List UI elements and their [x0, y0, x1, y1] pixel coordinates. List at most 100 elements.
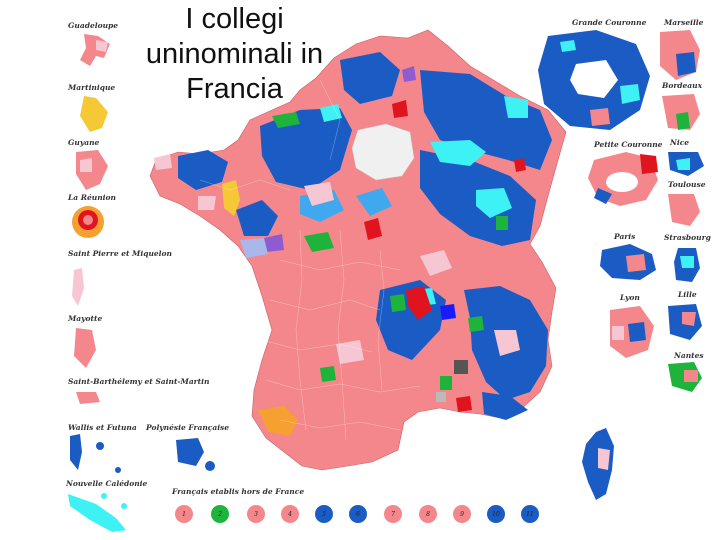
strasbourg-cyan: [680, 256, 694, 268]
corsica-pink: [598, 448, 610, 470]
region-green-3: [320, 366, 336, 382]
legend-label: 11: [526, 511, 534, 518]
region-pink-1: [304, 182, 334, 206]
legend-marker: [453, 505, 471, 523]
legend-marker: [419, 505, 437, 523]
title-line: I collegi: [185, 3, 284, 35]
inset-label: Mayotte: [67, 314, 102, 323]
saint-barthelemy-shape: [76, 392, 100, 404]
region-blue-west: [236, 200, 278, 236]
inset-label: Guadeloupe: [68, 21, 118, 30]
inset-label: Nice: [669, 138, 689, 147]
inset-label: Nouvelle Calédonie: [65, 479, 148, 488]
nantes-pink: [684, 370, 698, 382]
region-purple-1: [264, 234, 284, 252]
grande-couronne-cyan-2: [560, 40, 576, 52]
inset-label: Marseille: [663, 18, 704, 27]
legend-label: 1: [182, 511, 186, 518]
region-red-5: [514, 158, 526, 172]
lyon-pink: [612, 326, 624, 340]
region-cyan-east: [430, 140, 486, 166]
inset-label: Bordeaux: [661, 81, 703, 90]
legend-label: 4: [287, 511, 292, 518]
region-cyan-north: [320, 104, 342, 122]
legend-marker: [175, 505, 193, 523]
caledonie-island-2: [121, 503, 127, 509]
region-green-2: [390, 294, 406, 312]
region-paris: [351, 123, 415, 181]
legend-marker: [247, 505, 265, 523]
grande-couronne-pink: [590, 108, 610, 126]
region-pink-3: [336, 340, 364, 364]
region-darkgrey: [454, 360, 468, 374]
lille-pink: [682, 312, 696, 326]
region-green-1: [304, 232, 334, 252]
title-line: uninominali in: [145, 38, 324, 70]
region-blue-southeast: [482, 392, 528, 420]
wallis-shape: [70, 434, 82, 470]
caledonie-island: [101, 493, 107, 499]
polynesie-island: [205, 461, 215, 471]
marseille-blue: [676, 52, 696, 76]
inset-label: Polynésie Française: [145, 423, 229, 432]
inset-label: Strasbourg: [664, 233, 711, 242]
legend-label: 5: [322, 511, 326, 518]
inset-label: Lille: [677, 290, 697, 299]
region-lightgrey: [436, 392, 446, 402]
region-pink-4: [494, 330, 520, 356]
reunion-part-2: [83, 215, 93, 225]
region-purple-2: [402, 66, 416, 82]
inset-label: Petite Couronne: [593, 140, 663, 149]
legend-label: 7: [391, 511, 395, 518]
petite-couronne-red: [640, 154, 658, 174]
title-line: Francia: [186, 73, 283, 105]
page-title: I collegi uninominali in Francia: [132, 2, 337, 107]
inset-label: Paris: [613, 232, 636, 241]
nice-cyan: [676, 158, 690, 170]
legend-marker: [521, 505, 539, 523]
toulouse-shape: [668, 194, 700, 226]
saint-pierre-shape: [72, 268, 84, 306]
inset-label: Nantes: [673, 351, 704, 360]
district-borders: [199, 79, 421, 441]
inset-label: Grande Couronne: [572, 18, 647, 27]
region-red-2: [364, 218, 382, 240]
inset-label: Saint-Barthélemy et Saint-Martin: [68, 377, 209, 386]
inset-label: Lyon: [619, 293, 640, 302]
region-cyan-northeast: [504, 96, 528, 118]
grande-couronne-cyan: [620, 84, 640, 104]
region-green-6: [496, 216, 508, 230]
bordeaux-shape: [662, 94, 700, 130]
legend-label: 10: [492, 511, 500, 518]
region-blue-north: [340, 52, 400, 104]
region-pink-5: [198, 196, 216, 210]
inset-label: La Réunion: [67, 193, 116, 202]
inset-label: Guyane: [68, 138, 100, 147]
petite-couronne-center: [606, 172, 638, 192]
inset-label: Toulouse: [668, 180, 706, 189]
region-blue-lyon-dot: [440, 304, 456, 320]
region-blue-northeast: [420, 70, 552, 170]
legend-marker: [281, 505, 299, 523]
bordeaux-green: [676, 112, 690, 130]
guyane-part: [80, 158, 92, 172]
legend-marker: [384, 505, 402, 523]
legend-label: 6: [356, 511, 360, 518]
legend-label: 3: [254, 511, 258, 518]
lyon-blue: [628, 322, 646, 342]
legend-marker: [487, 505, 505, 523]
region-green-7: [440, 376, 452, 390]
inset-label: Martinique: [67, 83, 115, 92]
grande-couronne-center: [570, 60, 618, 98]
metropolitan-france-map: [149, 29, 614, 500]
region-red-1: [406, 286, 432, 320]
polynesie-shape: [176, 438, 204, 466]
inset-label: Wallis et Futuna: [68, 423, 137, 432]
wallis-island: [96, 442, 104, 450]
legend-label: 9: [460, 511, 464, 518]
legend: 1 2 3 4 5 6 7 8 9 10 11: [175, 505, 539, 523]
region-red-4: [456, 396, 472, 412]
wallis-island-2: [115, 467, 121, 473]
legend-marker: [349, 505, 367, 523]
